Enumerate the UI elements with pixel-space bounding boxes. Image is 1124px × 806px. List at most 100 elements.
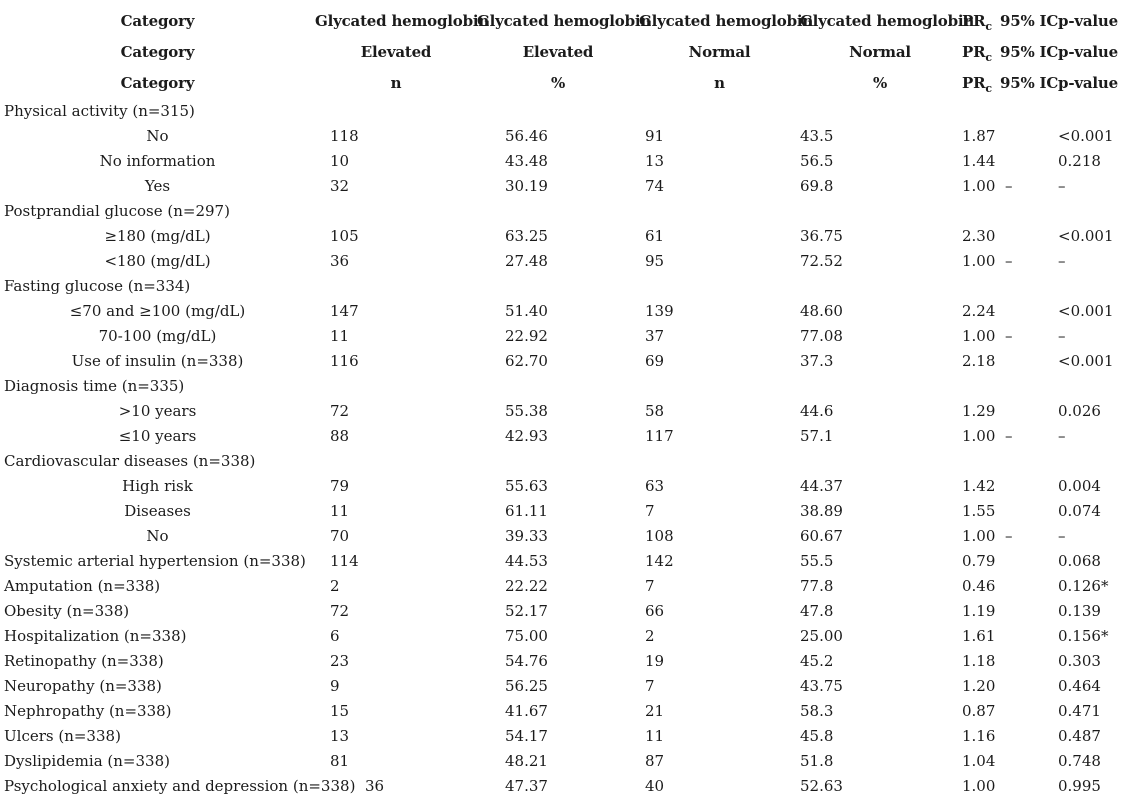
header-c1: Glycated hemoglobin xyxy=(315,11,490,30)
header-prc: PRc xyxy=(962,73,992,95)
cell-pct-elevated: 27.48 xyxy=(505,251,548,270)
header-pvalue: p-value xyxy=(1058,42,1118,61)
cell-n-elevated: 15 xyxy=(330,701,350,720)
header-c3: n xyxy=(714,73,725,92)
cell-prc: 1.18 xyxy=(962,651,996,670)
cell-n-elevated: 105 xyxy=(330,226,359,245)
cell-pct-elevated: 41.67 xyxy=(505,701,548,720)
cell-pvalue: 0.074 xyxy=(1058,501,1101,520)
cell-pct-normal: 48.60 xyxy=(800,301,843,320)
cell-pct-normal: 43.75 xyxy=(800,676,843,695)
category-label: No xyxy=(146,126,169,145)
header-prc-main: PR xyxy=(962,11,986,30)
cell-prc: 1.00 xyxy=(962,426,996,445)
category-label: Yes xyxy=(144,176,171,195)
cell-ic: – xyxy=(1005,526,1013,545)
cell-pct-normal: 44.6 xyxy=(800,401,834,420)
cell-n-elevated: 9 xyxy=(330,676,340,695)
section-label: Physical activity (n=315) xyxy=(4,101,195,120)
cell-n-normal: 95 xyxy=(645,251,665,270)
cell-n-elevated: 13 xyxy=(330,726,350,745)
table-row: No 118 56.46 91 43.5 1.87 <0.001 xyxy=(0,123,1124,148)
cell-pvalue: – xyxy=(1058,251,1066,270)
section-row: Fasting glucose (n=334) xyxy=(0,273,1124,298)
cell-pct-elevated: 39.33 xyxy=(505,526,548,545)
header-c2: % xyxy=(550,73,566,92)
header-pvalue: p-value xyxy=(1058,73,1118,92)
category-label: Dyslipidemia (n=338) xyxy=(4,751,170,770)
cell-pvalue: 0.139 xyxy=(1058,601,1101,620)
cell-n-normal: 2 xyxy=(645,626,655,645)
cell-pct-elevated: 51.40 xyxy=(505,301,548,320)
cell-pct-normal: 51.8 xyxy=(800,751,834,770)
category-label: Ulcers (n=338) xyxy=(4,726,121,745)
header-prc-sub: c xyxy=(985,50,992,64)
header-prc-sub: c xyxy=(985,81,992,95)
cell-n-elevated: 11 xyxy=(330,501,350,520)
cell-pvalue: 0.218 xyxy=(1058,151,1101,170)
cell-n-normal: 58 xyxy=(645,401,665,420)
section-row: Physical activity (n=315) xyxy=(0,98,1124,123)
category-label: Hospitalization (n=338) xyxy=(4,626,187,645)
cell-prc: 0.46 xyxy=(962,576,996,595)
cell-pct-normal: 57.1 xyxy=(800,426,834,445)
cell-pvalue: <0.001 xyxy=(1058,126,1114,145)
cell-prc: 1.19 xyxy=(962,601,996,620)
cell-pct-elevated: 43.48 xyxy=(505,151,548,170)
cell-n-elevated: 81 xyxy=(330,751,350,770)
header-prc-sub: c xyxy=(985,19,992,33)
header-prc: PRc xyxy=(962,43,992,64)
cell-n-normal: 108 xyxy=(645,526,674,545)
cell-n-normal: 66 xyxy=(645,601,665,620)
table-row: Diseases 11 61.11 7 38.89 1.55 0.074 xyxy=(0,498,1124,523)
table-row: Retinopathy (n=338) 23 54.76 19 45.2 1.18 0.30… xyxy=(0,648,1124,673)
cell-n-normal: 7 xyxy=(645,676,655,695)
cell-prc: 1.42 xyxy=(962,476,996,495)
cell-pct-normal: 69.8 xyxy=(800,176,834,195)
section-row: Diagnosis time (n=335) xyxy=(0,373,1124,398)
header-pvalue: p-value xyxy=(1058,11,1118,30)
cell-n-normal: 13 xyxy=(645,151,665,170)
cell-pvalue: 0.464 xyxy=(1058,676,1101,695)
section-label: Diagnosis time (n=335) xyxy=(4,376,185,395)
cell-pvalue: – xyxy=(1058,326,1066,345)
cell-pvalue: 0.068 xyxy=(1058,551,1101,570)
cell-ic: – xyxy=(1005,251,1013,270)
cell-n-normal: 139 xyxy=(645,301,674,320)
cell-prc: 1.29 xyxy=(962,401,996,420)
cell-n-elevated: 70 xyxy=(330,526,350,545)
cell-pvalue: 0.126* xyxy=(1058,576,1109,595)
cell-pct-normal: 38.89 xyxy=(800,501,843,520)
header-prc-main: PR xyxy=(962,73,986,92)
cell-n-elevated: 72 xyxy=(330,601,350,620)
header-row: Category n% n% PRc 95% IC p-value xyxy=(0,67,1124,98)
cell-n-elevated: 118 xyxy=(330,126,359,145)
cell-pvalue: 0.995 xyxy=(1058,776,1101,795)
category-label: <180 (mg/dL) xyxy=(104,251,211,270)
cell-n-elevated: 36 xyxy=(365,776,385,795)
category-label: 70-100 (mg/dL) xyxy=(98,326,217,345)
table-row: No information 10 43.48 13 56.5 1.44 0.218 xyxy=(0,148,1124,173)
cell-n-elevated: 2 xyxy=(330,576,340,595)
cell-pct-elevated: 63.25 xyxy=(505,226,548,245)
cell-n-normal: 61 xyxy=(645,226,665,245)
header-ic: 95% IC xyxy=(1000,42,1059,61)
cell-pct-normal: 56.5 xyxy=(800,151,834,170)
cell-n-elevated: 114 xyxy=(330,551,359,570)
section-row: Postprandial glucose (n=297) xyxy=(0,198,1124,223)
cell-pct-normal: 60.67 xyxy=(800,526,843,545)
cell-prc: 2.18 xyxy=(962,351,996,370)
category-label: Diseases xyxy=(124,501,191,520)
table-row: Systemic arterial hypertension (n=338) 11… xyxy=(0,548,1124,573)
header-c1: n xyxy=(390,73,402,92)
header-prc: PRc xyxy=(962,11,992,33)
header-row: Category Elevated Elevated Normal Normal PRc 9… xyxy=(0,36,1124,67)
cell-pct-elevated: 55.63 xyxy=(505,476,548,495)
cell-n-elevated: 88 xyxy=(330,426,350,445)
category-label: No xyxy=(146,526,169,545)
cell-pvalue: 0.487 xyxy=(1058,726,1101,745)
cell-n-elevated: 32 xyxy=(330,176,350,195)
cell-pct-elevated: 44.53 xyxy=(505,551,548,570)
table-row: Dyslipidemia (n=338) 81 48.21 87 51.8 1.04 0.7… xyxy=(0,748,1124,773)
cell-pct-elevated: 30.19 xyxy=(505,176,548,195)
